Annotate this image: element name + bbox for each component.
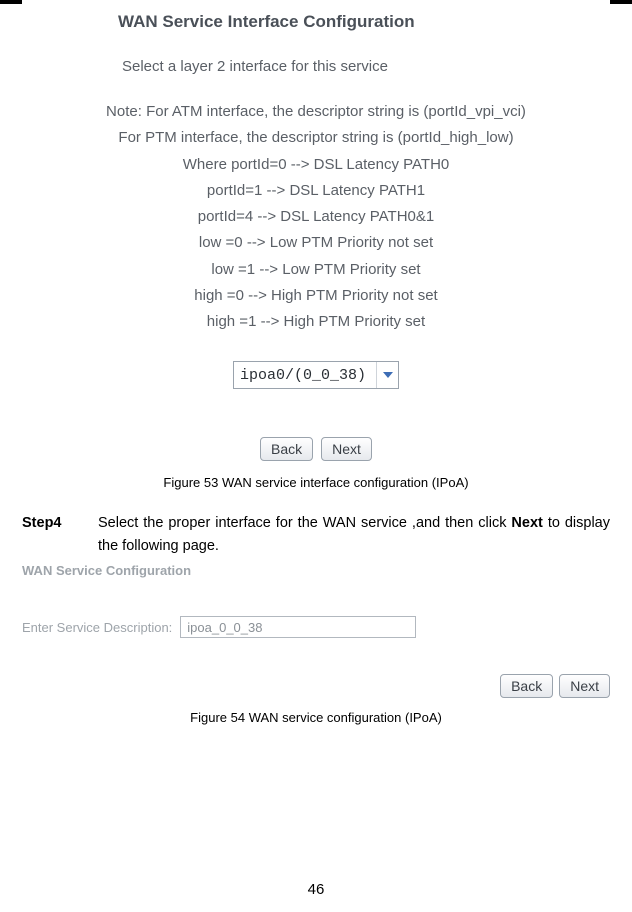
service-description-row: Enter Service Description: [22,616,610,638]
wan-interface-config-panel: WAN Service Interface Configuration Sele… [22,12,610,461]
interface-notes: Note: For ATM interface, the descriptor … [22,99,610,335]
step-text-pre: Select the proper interface for the WAN … [98,515,511,531]
note-line: low =0 --> Low PTM Priority not set [22,230,610,256]
header-strip-left [0,0,22,4]
page-number: 46 [0,881,632,898]
back-button[interactable]: Back [260,437,313,461]
header-strip-right [610,0,632,4]
figure-54-caption: Figure 54 WAN service configuration (IPo… [22,710,610,725]
back-button[interactable]: Back [500,674,553,698]
note-line: low =1 --> Low PTM Priority set [22,257,610,283]
note-line: portId=4 --> DSL Latency PATH0&1 [22,204,610,230]
step-text: Select the proper interface for the WAN … [98,512,610,557]
step-label: Step4 [22,512,98,534]
step4-block: Step4 Select the proper interface for th… [22,512,610,557]
select-layer2-text: Select a layer 2 interface for this serv… [22,58,610,75]
note-line: Note: For ATM interface, the descriptor … [22,99,610,125]
interface-select[interactable]: ipoa0/(0_0_38) [233,361,399,389]
nav-buttons-2: Back Next [22,674,610,698]
note-line: Where portId=0 --> DSL Latency PATH0 [22,152,610,178]
note-line: For PTM interface, the descriptor string… [22,125,610,151]
next-button[interactable]: Next [559,674,610,698]
svc-config-title: WAN Service Configuration [22,563,610,578]
next-button[interactable]: Next [321,437,372,461]
note-line: high =0 --> High PTM Priority not set [22,283,610,309]
panel-title: WAN Service Interface Configuration [22,12,610,32]
wan-service-config-panel: WAN Service Configuration Enter Service … [22,563,610,698]
chevron-down-icon [376,362,398,388]
step-text-bold: Next [511,515,542,531]
interface-select-value: ipoa0/(0_0_38) [234,367,376,384]
service-description-label: Enter Service Description: [22,620,172,635]
note-line: portId=1 --> DSL Latency PATH1 [22,178,610,204]
nav-buttons: Back Next [22,437,610,461]
note-line: high =1 --> High PTM Priority set [22,309,610,335]
figure-53-caption: Figure 53 WAN service interface configur… [22,475,610,490]
service-description-input[interactable] [180,616,416,638]
document-page: WAN Service Interface Configuration Sele… [0,0,632,725]
